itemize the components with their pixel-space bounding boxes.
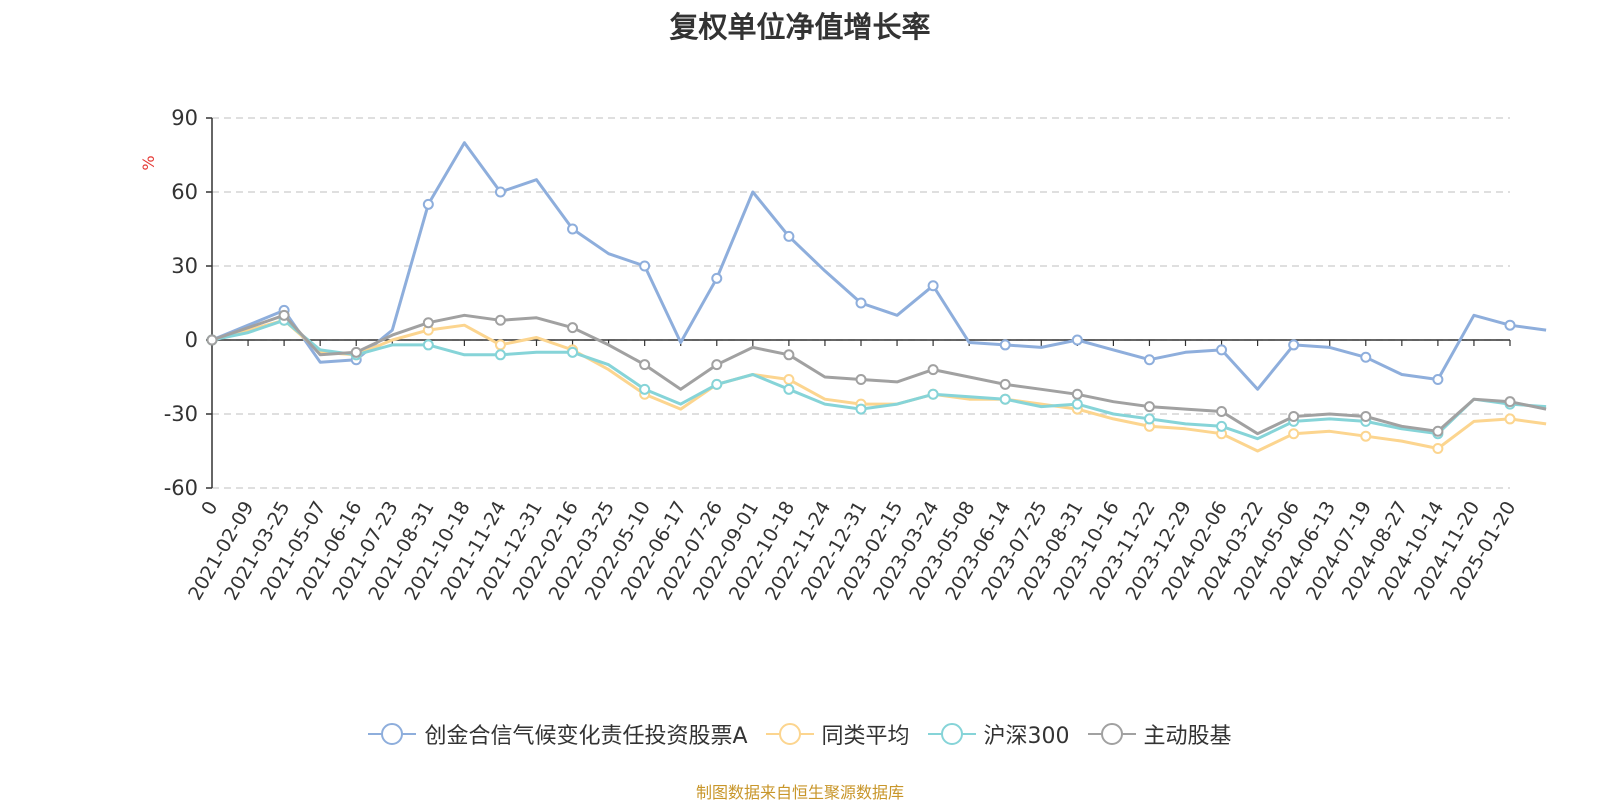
legend-swatch-icon: [927, 723, 976, 745]
data-point: [1071, 334, 1083, 346]
data-point: [422, 339, 434, 351]
data-point: [783, 230, 795, 242]
data-point: [494, 349, 506, 361]
chart-title: 复权单位净值增长率: [669, 10, 931, 44]
series-lines: [206, 141, 1547, 455]
data-point: [494, 186, 506, 198]
legend-label: 创金合信气候变化责任投资股票A: [424, 724, 748, 749]
data-point: [1504, 396, 1516, 408]
data-point: [1288, 410, 1300, 422]
y-tick-label: -60: [164, 476, 198, 500]
legend-swatch-icon: [765, 723, 814, 745]
legend-item-2[interactable]: 沪深300: [927, 718, 1070, 750]
data-point: [1432, 373, 1444, 385]
data-point: [999, 393, 1011, 405]
data-point: [494, 339, 506, 351]
data-point: [350, 346, 362, 358]
data-point: [1143, 413, 1155, 425]
data-point: [1216, 420, 1228, 432]
y-tick-label: 0: [185, 328, 198, 352]
data-point: [783, 383, 795, 395]
y-tick-label: 90: [171, 106, 198, 130]
series-line: [211, 318, 1547, 453]
data-point: [711, 378, 723, 390]
data-point: [1360, 410, 1372, 422]
data-point: [1288, 428, 1300, 440]
data-point: [1143, 354, 1155, 366]
legend-label: 主动股基: [1143, 724, 1232, 749]
data-point: [639, 260, 651, 272]
legend: 创金合信气候变化责任投资股票A 同类平均 沪深300 主动股基: [0, 718, 1600, 750]
series-3: [206, 309, 1547, 437]
data-point: [999, 378, 1011, 390]
y-tick-label: 30: [171, 254, 198, 278]
data-point: [855, 297, 867, 309]
data-point: [422, 317, 434, 329]
series-1: [206, 314, 1547, 455]
data-point: [783, 349, 795, 361]
y-tick-label: -30: [164, 402, 198, 426]
legend-label: 同类平均: [821, 724, 910, 749]
x-tick-label: 0: [197, 498, 222, 519]
data-point: [1216, 344, 1228, 356]
data-point: [278, 309, 290, 321]
data-point: [206, 334, 218, 346]
data-point: [1432, 443, 1444, 455]
legend-item-1[interactable]: 同类平均: [765, 718, 910, 750]
data-point: [422, 198, 434, 210]
legend-label: 沪深300: [983, 724, 1070, 749]
data-point: [1288, 339, 1300, 351]
data-point: [494, 314, 506, 326]
legend-swatch-icon: [368, 723, 417, 745]
y-axis-label: %: [139, 155, 158, 170]
data-point: [927, 388, 939, 400]
series-line: [211, 141, 1547, 391]
data-point: [855, 373, 867, 385]
legend-swatch-icon: [1087, 723, 1136, 745]
data-point: [999, 339, 1011, 351]
data-point: [1071, 398, 1083, 410]
data-point: [1143, 401, 1155, 413]
data-point: [1071, 388, 1083, 400]
data-point: [567, 322, 579, 334]
series-2: [206, 314, 1547, 441]
y-tick-label: 60: [171, 180, 198, 204]
data-point: [1432, 425, 1444, 437]
legend-item-3[interactable]: 主动股基: [1087, 718, 1232, 750]
data-point: [1360, 351, 1372, 363]
data-point: [855, 403, 867, 415]
data-point: [711, 272, 723, 284]
data-point: [567, 346, 579, 358]
source-note: 制图数据来自恒生聚源数据库: [695, 783, 904, 802]
series-line: [211, 318, 1547, 441]
data-point: [1360, 430, 1372, 442]
legend-item-0[interactable]: 创金合信气候变化责任投资股票A: [368, 718, 748, 750]
data-point: [783, 373, 795, 385]
data-point: [927, 280, 939, 292]
data-point: [639, 383, 651, 395]
data-point: [639, 359, 651, 371]
series-0: [206, 141, 1547, 391]
data-point: [567, 223, 579, 235]
data-point: [1504, 319, 1516, 331]
data-point: [1216, 406, 1228, 418]
series-line: [211, 313, 1547, 436]
data-point: [711, 359, 723, 371]
data-point: [1504, 413, 1516, 425]
data-point: [927, 364, 939, 376]
axes: 9060300-30-6002021-02-092021-03-252021-0…: [164, 106, 1521, 604]
